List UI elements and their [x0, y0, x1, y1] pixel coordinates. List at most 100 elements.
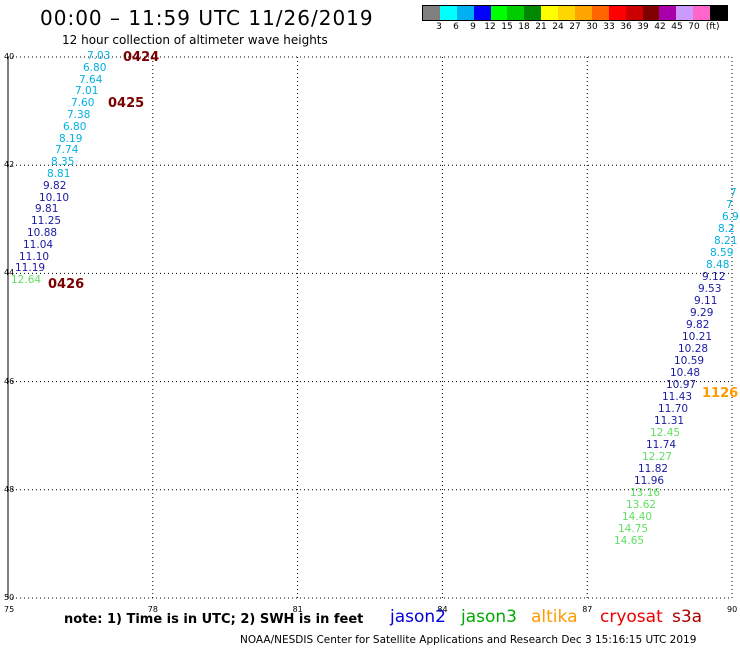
- wave-height-value: 9.29: [690, 307, 714, 319]
- wave-height-value: 10.10: [39, 191, 70, 204]
- legend-swatch: [473, 6, 491, 20]
- color-legend-labels: 3 6 9 12 15 18 21 24 27 30 33 36 39 42 45 70 (ft): [422, 22, 728, 34]
- track-time-label: 0424: [123, 50, 160, 65]
- wave-height-value: 6.80: [63, 120, 87, 133]
- legend-swatch: [456, 6, 474, 20]
- legend-swatch: [507, 6, 525, 20]
- wave-height-value: 12.45: [650, 427, 681, 439]
- legend-label: 18: [518, 22, 530, 32]
- legend-label: 70: [688, 22, 700, 32]
- wave-height-value: 8.2: [718, 223, 735, 235]
- wave-height-value: 7.60: [71, 97, 95, 110]
- lat-tick-label: 42: [4, 160, 15, 170]
- legend-label: 9: [470, 22, 476, 32]
- legend-label: 39: [637, 22, 649, 32]
- wave-height-value: 12.27: [642, 451, 673, 463]
- wave-height-value: 7.03: [87, 50, 111, 62]
- wave-height-value: 13.62: [626, 499, 657, 511]
- legend-swatch: [676, 6, 694, 20]
- wave-height-value: 10.97: [666, 379, 697, 391]
- legend-label: 45: [671, 22, 683, 32]
- wave-height-value: 10.59: [674, 355, 705, 367]
- lat-tick-label: 46: [4, 376, 15, 386]
- wave-height-value: 8.48: [706, 259, 730, 271]
- legend-label: 33: [603, 22, 615, 32]
- wave-height-value: 9.81: [35, 203, 59, 216]
- lat-tick-label: 44: [4, 268, 15, 278]
- legend-swatch: [423, 6, 440, 20]
- wave-height-value: 7: [730, 187, 737, 199]
- wave-height-value: 6.9: [722, 211, 739, 223]
- wave-height-value: 14.75: [618, 523, 649, 535]
- wave-height-value: 8.59: [710, 247, 734, 259]
- wave-height-value: 11.10: [19, 250, 50, 263]
- wave-height-value: 7.74: [55, 144, 79, 157]
- legend-label: (ft): [705, 22, 720, 32]
- wave-height-value: 11.74: [646, 439, 677, 451]
- lon-tick-label: 90: [727, 605, 738, 614]
- legend-label: 15: [501, 22, 513, 32]
- wave-height-value: 8.19: [59, 132, 83, 145]
- track-time-label: 1126: [702, 386, 739, 401]
- legend-swatch: [558, 6, 576, 20]
- wave-height-value: 11.31: [654, 415, 685, 427]
- wave-height-value: 11.96: [634, 475, 665, 487]
- color-legend: [422, 5, 728, 21]
- wave-height-value: 11.43: [662, 391, 693, 403]
- wave-height-value: 9.11: [694, 295, 718, 307]
- legend-label: 3: [436, 22, 442, 32]
- wave-height-value: 10.48: [670, 367, 701, 379]
- legend-label: 42: [654, 22, 666, 32]
- track-time-label: 0425: [108, 96, 145, 111]
- satellite-label: altika: [531, 607, 578, 627]
- legend-label: 24: [552, 22, 564, 32]
- legend-swatch: [541, 6, 559, 20]
- satellite-label: cryosat: [600, 607, 663, 627]
- legend-swatch: [439, 6, 457, 20]
- page-title: 00:00 – 11:59 UTC 11/26/2019: [40, 6, 374, 30]
- satellite-label: jason3: [461, 607, 517, 627]
- wave-height-value: 12.64: [11, 274, 42, 287]
- legend-swatch: [608, 6, 626, 20]
- satellite-label: jason2: [390, 607, 446, 627]
- lon-tick-label: 75: [4, 605, 15, 614]
- wave-height-value: 11.82: [638, 463, 669, 475]
- lon-tick-label: 87: [582, 605, 593, 614]
- wave-height-value: 14.40: [622, 511, 653, 523]
- wave-height-value: 6.80: [83, 61, 107, 74]
- legend-swatch: [524, 6, 542, 20]
- legend-label: 27: [569, 22, 581, 32]
- legend-swatch: [693, 6, 711, 20]
- wave-height-value: 11.70: [658, 403, 689, 415]
- wave-height-value: 9.53: [698, 283, 722, 295]
- wave-height-value: 11.04: [23, 238, 54, 251]
- wave-height-value: 7.01: [75, 85, 99, 98]
- legend-label: 12: [484, 22, 496, 32]
- legend-swatch: [710, 6, 728, 20]
- wave-height-value: 11.25: [31, 215, 62, 228]
- wave-height-value: 8.21: [714, 235, 738, 247]
- lat-tick-label: 48: [4, 484, 15, 494]
- legend-swatch: [575, 6, 592, 20]
- wave-height-value: 9.82: [43, 179, 67, 192]
- satellite-label: s3a: [672, 607, 703, 627]
- legend-swatch: [642, 6, 660, 20]
- wave-height-value: 8.81: [47, 168, 71, 180]
- wave-height-value: 10.28: [678, 343, 709, 355]
- wave-height-value: 7: [726, 199, 733, 211]
- lat-tick-label: 40: [4, 52, 15, 61]
- legend-label: 30: [586, 22, 598, 32]
- legend-swatch: [625, 6, 643, 20]
- legend-label: 6: [453, 22, 459, 32]
- wave-height-value: 10.21: [682, 331, 713, 343]
- legend-swatch: [490, 6, 508, 20]
- legend-label: 36: [620, 22, 632, 32]
- lon-tick-label: 78: [147, 605, 158, 614]
- legend-swatch: [659, 6, 677, 20]
- wave-height-value: 11.19: [15, 262, 46, 275]
- wave-height-value: 7.64: [79, 73, 103, 86]
- track-time-label: 0426: [48, 277, 85, 292]
- wave-height-value: 7.38: [67, 109, 91, 121]
- wave-height-value: 9.82: [686, 319, 710, 331]
